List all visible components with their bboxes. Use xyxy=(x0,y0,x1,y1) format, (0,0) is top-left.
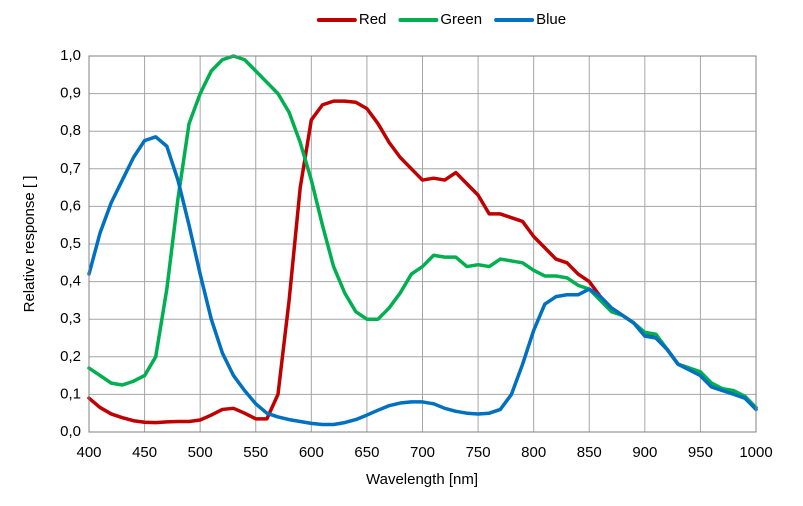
x-tick-label: 600 xyxy=(299,444,324,461)
x-tick-label: 800 xyxy=(521,444,546,461)
x-tick-label: 500 xyxy=(188,444,213,461)
data-line xyxy=(87,135,758,427)
grid xyxy=(88,55,757,433)
legend-label: Red xyxy=(359,11,387,28)
y-tick-label: 0,5 xyxy=(60,235,81,252)
y-tick-label: 0,8 xyxy=(60,122,81,139)
y-tick-label: 1,0 xyxy=(60,47,81,64)
x-tick-label: 900 xyxy=(632,444,657,461)
y-axis-label: Relative response [ ] xyxy=(21,176,38,313)
plot-border xyxy=(88,55,757,433)
y-tick-label: 0,0 xyxy=(60,423,81,440)
x-tick-label: 400 xyxy=(76,444,101,461)
x-tick-label: 700 xyxy=(410,444,435,461)
x-tick-label: 650 xyxy=(354,444,379,461)
y-tick-label: 0,2 xyxy=(60,348,81,365)
y-tick-label: 0,6 xyxy=(60,197,81,214)
x-tick-label: 550 xyxy=(243,444,268,461)
legend-label: Green xyxy=(440,11,482,28)
legend-label: Blue xyxy=(536,11,566,28)
y-tick-label: 0,1 xyxy=(60,385,81,402)
legend: Red Green Blue xyxy=(316,11,566,28)
x-axis-label: Wavelength [nm] xyxy=(366,471,478,488)
y-tick-label: 0,7 xyxy=(60,160,81,177)
y-tick-label: 0,4 xyxy=(60,273,81,290)
data-line xyxy=(87,54,758,410)
x-tick-label: 750 xyxy=(466,444,491,461)
y-tick-label: 0,3 xyxy=(60,310,81,327)
x-tick-label: 850 xyxy=(577,444,602,461)
y-tick-label: 0,9 xyxy=(60,85,81,102)
x-tick-label: 1000 xyxy=(739,444,772,461)
x-tick-label: 950 xyxy=(688,444,713,461)
plot-lines xyxy=(87,54,758,427)
x-tick-label: 450 xyxy=(132,444,157,461)
